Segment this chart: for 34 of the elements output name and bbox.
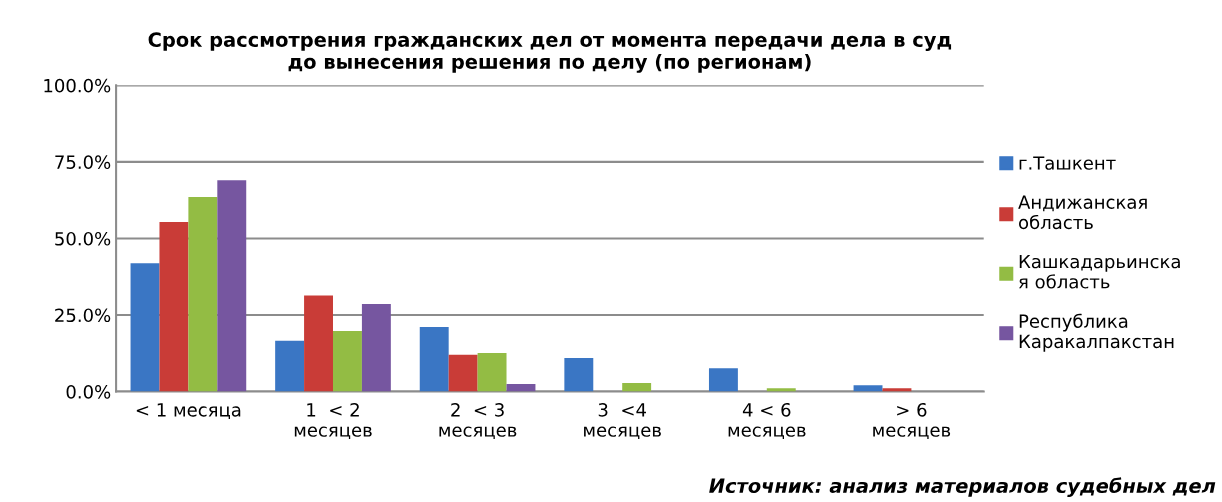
bar [159, 221, 189, 392]
legend-label: Республика Каракалпакстан [1019, 313, 1174, 352]
x-tick-label: 3 <4 месяцев [584, 402, 661, 440]
bar [188, 197, 218, 392]
bar [332, 330, 362, 392]
x-tick-label: 2 < 3 месяцев [439, 402, 517, 440]
y-tick-label: 100.0% [44, 78, 111, 93]
legend-label: Кашкадарьинска я область [1019, 254, 1180, 289]
bar [217, 180, 247, 392]
bar [853, 385, 883, 392]
bar [419, 326, 449, 392]
bar [766, 388, 796, 392]
chart-title: Срок рассмотрения гражданских дел от момента передачи дела в суд до вынесения решения по делу (по регионам) [148, 32, 952, 73]
bar [882, 388, 912, 392]
bar [477, 352, 507, 392]
text: Источник: анализ материалов судебных дел [709, 477, 1216, 497]
x-tick-label: > 6 месяцев [873, 402, 951, 440]
bar [304, 295, 333, 392]
x-tick-label: < 1 месяца [136, 403, 241, 419]
y-tick-label: 0.0% [66, 385, 111, 399]
legend-label: г.Ташкент [1019, 156, 1116, 170]
x-tick-label: 4 < 6 месяцев [728, 402, 806, 440]
y-tick-label: 50.0% [55, 231, 111, 246]
x-tick-label: 1 < 2 месяцев [294, 402, 372, 440]
bar [361, 303, 391, 392]
legend-label: Андижанская область [1018, 195, 1147, 230]
bar [708, 368, 738, 392]
y-tick-label: 75.0% [55, 155, 111, 170]
bar [448, 354, 478, 392]
bar [564, 357, 594, 392]
bar [130, 263, 160, 392]
bar [275, 340, 305, 392]
y-tick-label: 25.0% [55, 308, 111, 323]
bar [622, 382, 652, 392]
